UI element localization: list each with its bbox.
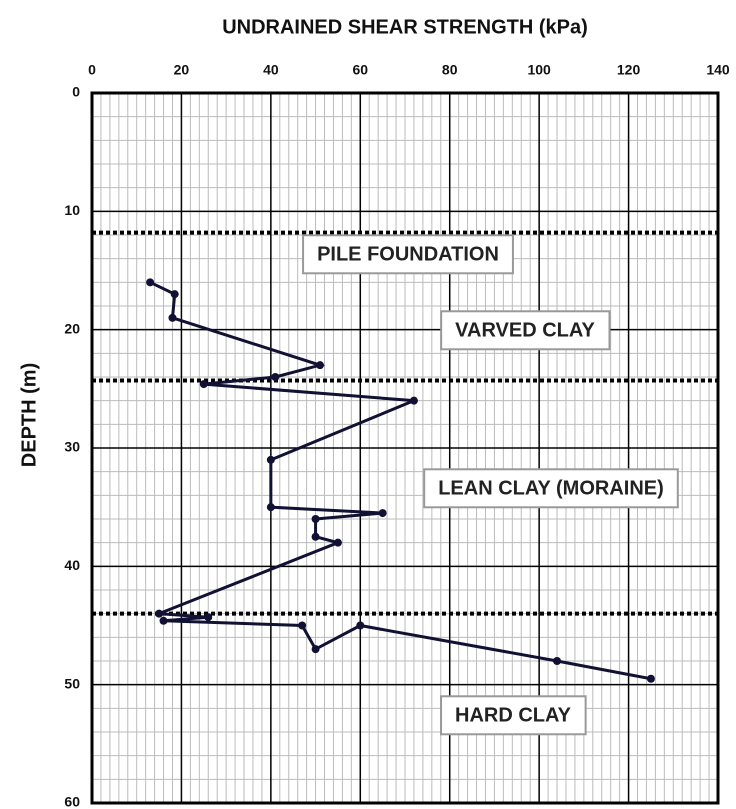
chart-title: UNDRAINED SHEAR STRENGTH (kPa) (222, 16, 588, 38)
data-point (204, 613, 213, 622)
data-point (298, 621, 307, 630)
x-tick-label: 60 (352, 62, 368, 78)
annotation: VARVED CLAY (455, 319, 595, 341)
y-axis-label: DEPTH (m) (18, 363, 40, 467)
annotation-box (423, 468, 679, 509)
data-point (170, 290, 179, 299)
data-point (378, 509, 387, 518)
data-point (316, 361, 325, 370)
y-tick-label: 50 (64, 675, 80, 691)
annotation: PILE FOUNDATION (317, 243, 499, 265)
y-tick-label: 30 (64, 439, 80, 455)
x-tick-label: 20 (174, 62, 190, 78)
x-tick-label: 120 (617, 62, 641, 78)
y-tick-label: 20 (64, 320, 80, 336)
x-tick-label: 40 (263, 62, 279, 78)
data-point (199, 380, 208, 389)
data-point (146, 278, 155, 287)
x-tick-label: 0 (88, 62, 96, 78)
data-point (356, 621, 365, 630)
x-tick-label: 100 (527, 62, 551, 78)
data-point (168, 313, 177, 322)
data-point (155, 609, 164, 618)
data-point (409, 396, 418, 405)
x-tick-label: 80 (442, 62, 458, 78)
data-point (159, 616, 168, 625)
data-point (311, 532, 320, 541)
data-point (266, 455, 275, 464)
data-point (266, 503, 275, 512)
annotation: LEAN CLAY (MORAINE) (438, 477, 664, 499)
y-tick-label: 10 (64, 202, 80, 218)
y-tick-label: 0 (72, 84, 80, 100)
annotation: HARD CLAY (455, 704, 572, 726)
annotation-box (302, 234, 514, 275)
data-point (271, 373, 280, 381)
y-tick-label: 40 (64, 557, 80, 573)
data-point (553, 657, 562, 665)
data-point (311, 645, 320, 654)
y-tick-label: 60 (64, 794, 80, 809)
data-point (646, 674, 655, 683)
data-point (311, 515, 320, 523)
x-tick-label: 140 (706, 62, 730, 78)
annotation-box (440, 310, 611, 351)
plot-frame (90, 91, 720, 805)
annotation-box (440, 695, 587, 736)
data-point (333, 538, 342, 547)
